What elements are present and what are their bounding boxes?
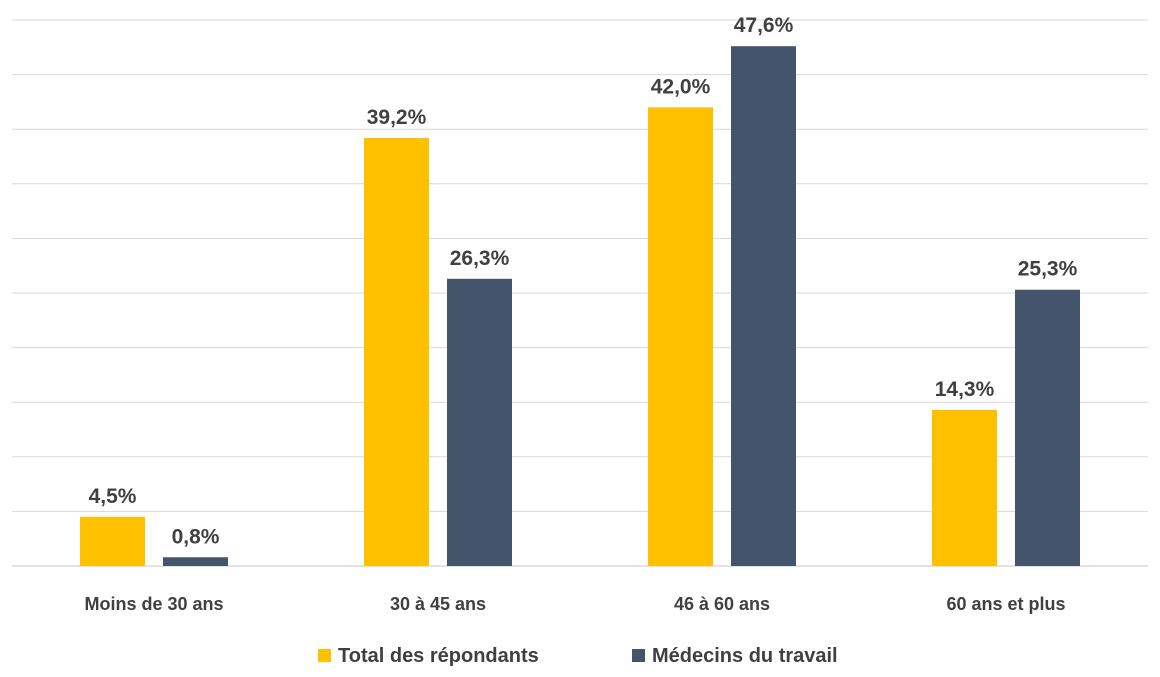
bar-medecins-1 (447, 278, 512, 566)
data-label-medecins-2: 47,6% (734, 14, 794, 37)
legend-label-medecins: Médecins du travail (652, 645, 838, 667)
bars (80, 46, 1080, 567)
data-label-total-2: 42,0% (651, 75, 711, 98)
x-tick-label-1: 30 à 45 ans (390, 594, 486, 614)
data-label-total-0: 4,5% (89, 485, 137, 508)
bar-total-2 (648, 107, 713, 567)
data-label-medecins-3: 25,3% (1018, 258, 1078, 281)
bar-total-1 (364, 137, 429, 566)
gridlines (12, 19, 1148, 567)
x-tick-label-3: 60 ans et plus (946, 594, 1065, 614)
data-label-medecins-0: 0,8% (172, 525, 220, 548)
data-labels: 4,5% 0,8% 39,2% 26,3% 42,0% 47,6% 14,3% 25,3% (89, 14, 1078, 548)
data-label-medecins-1: 26,3% (450, 247, 510, 270)
bar-medecins-2 (731, 46, 796, 566)
legend: Total des répondants Médecins du travail (318, 645, 838, 667)
legend-label-total: Total des répondants (338, 645, 539, 667)
x-tick-label-2: 46 à 60 ans (674, 594, 770, 614)
x-axis-ticks: Moins de 30 ans 30 à 45 ans 46 à 60 ans 60 … (84, 594, 1065, 614)
data-label-total-3: 14,3% (935, 378, 995, 401)
bar-total-0 (80, 516, 145, 566)
legend-swatch-total (318, 649, 331, 662)
bar-medecins-3 (1015, 289, 1080, 566)
legend-swatch-medecins (632, 649, 645, 662)
data-label-total-1: 39,2% (367, 106, 427, 129)
bar-medecins-0 (163, 557, 228, 566)
bar-total-3 (932, 409, 997, 566)
x-tick-label-0: Moins de 30 ans (84, 594, 223, 614)
